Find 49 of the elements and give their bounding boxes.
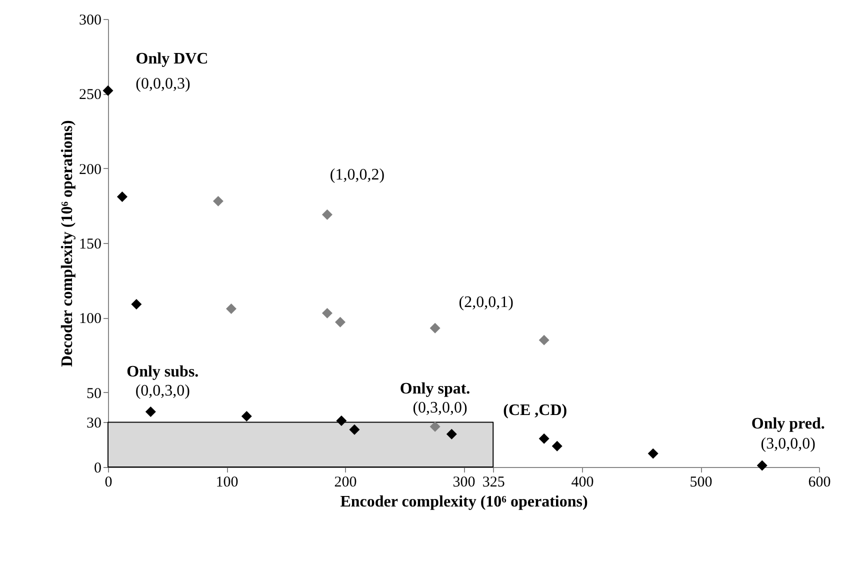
x-tick-label: 200 — [334, 474, 357, 490]
point — [145, 406, 156, 417]
y-tick-label: 150 — [79, 236, 102, 252]
y-tick-label: 0 — [94, 460, 102, 476]
point — [648, 448, 658, 459]
point — [212, 196, 224, 206]
annotation: (3,0,0,0) — [760, 436, 816, 453]
annotation: Only spat. — [400, 380, 470, 398]
annotation: (1,0,0,2) — [330, 166, 385, 184]
point — [430, 421, 440, 432]
y-tick-label: 100 — [79, 311, 102, 328]
point — [336, 415, 347, 426]
annotation: (2,0,0,1) — [458, 294, 514, 312]
y-tick-label: 50 — [86, 386, 102, 402]
point — [552, 440, 562, 452]
y-tick-label: 250 — [79, 87, 102, 104]
point — [538, 433, 550, 444]
point — [131, 298, 142, 310]
point — [335, 316, 346, 328]
annotation: Only pred. — [751, 416, 825, 433]
point — [241, 410, 252, 422]
y-tick-label: 300 — [79, 12, 102, 28]
point — [322, 209, 332, 220]
annotation: (0,3,0,0) — [412, 400, 468, 417]
x-tick-label: 325 — [482, 474, 505, 490]
y-tick-label: 30 — [86, 416, 102, 432]
point — [446, 428, 457, 440]
y-tick-label: 200 — [79, 162, 102, 178]
point — [116, 191, 128, 202]
x-axis-title: Encoder complexity (10⁶ operations) — [340, 494, 588, 510]
x-tick-label: 300 — [452, 474, 476, 490]
x-tick-label: 100 — [216, 474, 238, 490]
x-tick-label: 400 — [571, 474, 594, 490]
point — [430, 322, 440, 334]
point — [322, 308, 332, 318]
point — [756, 460, 768, 471]
annotation: Only DVC — [136, 50, 208, 68]
x-tick-label: 600 — [808, 474, 831, 490]
point — [538, 334, 550, 346]
x-tick-label: 0 — [104, 474, 112, 490]
point — [349, 424, 360, 435]
annotation: (CE ,CD) — [503, 402, 568, 420]
point — [226, 303, 236, 314]
annotation: Only subs. — [126, 364, 199, 381]
annotation: (0,0,0,3) — [136, 76, 190, 93]
y-axis-title: Decoder complexity (10⁶ operations) — [59, 120, 76, 367]
point — [102, 85, 114, 96]
annotation: (0,0,3,0) — [135, 382, 190, 400]
x-tick-label: 500 — [690, 474, 712, 490]
